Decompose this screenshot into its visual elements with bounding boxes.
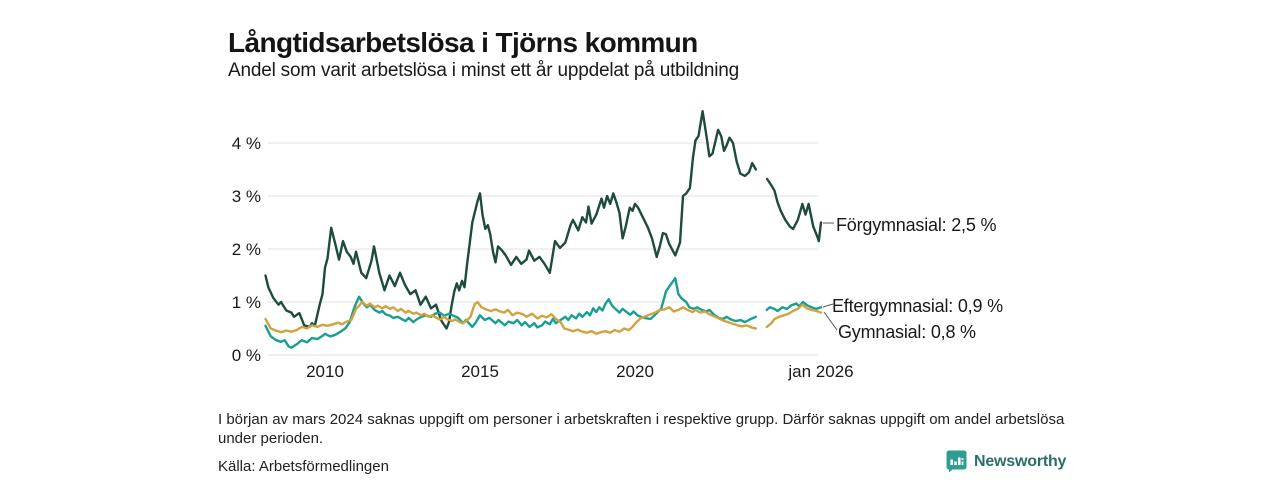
series-label-gymnasial: Gymnasial: 0,8 % [838,322,976,342]
leader-eftergymnasial [822,303,834,308]
series-line-eftergymnasial [264,277,823,349]
x-tick-label: 2020 [616,362,654,381]
newsworthy-logo[interactable]: Newsworthy [946,450,1066,473]
chart-series [264,110,823,349]
annotation-leader-lines [822,222,838,331]
series-line-förgymnasial [264,110,823,330]
series-line-gymnasial [264,300,823,335]
y-tick-label: 2 % [232,240,261,259]
page-title: Långtidsarbetslösa i Tjörns kommun [228,26,698,58]
x-tick-label: jan 2026 [787,362,853,381]
line-chart: 0 % 1 % 2 % 3 % 4 % 2010 2015 2020 jan 2026 [232,110,854,381]
page-subtitle: Andel som varit arbetslösa i minst ett å… [228,60,740,81]
chart-axis-labels: 0 % 1 % 2 % 3 % 4 % 2010 2015 2020 jan 2026 [232,134,854,381]
footnote: I början av mars 2024 saknas uppgift om … [218,411,1065,447]
chart-area: 0 % 1 % 2 % 3 % 4 % 2010 2015 2020 jan 2026 [225,100,1055,400]
newsworthy-icon [946,450,967,473]
x-tick-label: 2015 [461,362,499,381]
chart-grid [268,142,818,356]
series-label-eftergymnasial: Eftergymnasial: 0,9 % [832,296,1003,316]
y-tick-label: 4 % [232,134,261,153]
series-label-forgymnasial: Förgymnasial: 2,5 % [836,215,997,235]
y-tick-label: 0 % [232,346,261,365]
y-tick-label: 3 % [232,187,261,206]
newsworthy-wordmark: Newsworthy [974,452,1067,470]
x-tick-label: 2010 [306,362,344,381]
source-line: Källa: Arbetsförmedlingen [218,458,389,475]
leader-gymnasial [823,311,838,331]
y-tick-label: 1 % [232,293,261,312]
